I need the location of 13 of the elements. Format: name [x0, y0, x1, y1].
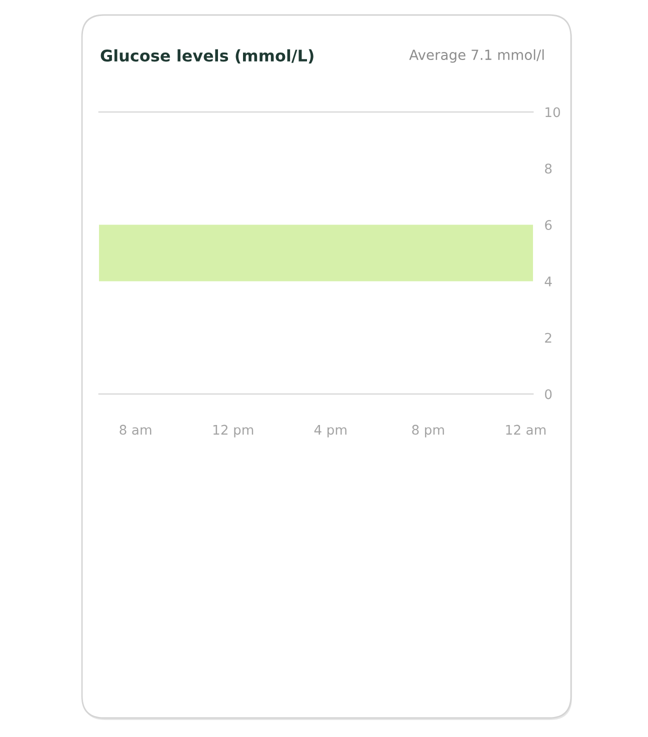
x-tick-label: 12 pm: [213, 424, 254, 438]
y-tick-label: 2: [545, 332, 552, 343]
y-tick-label: 6: [545, 220, 552, 230]
y-tick-label: 4: [544, 276, 552, 286]
y-tick-label: 10: [546, 107, 560, 118]
x-tick-label: 4 pm: [314, 424, 346, 438]
x-tick-label: 8 pm: [412, 424, 444, 438]
chart-title: Glucose levels (mmol/L): [100, 49, 314, 64]
y-tick-label: 0: [544, 389, 552, 400]
y-tick-label: 8: [545, 164, 552, 174]
x-tick-label: 8 am: [120, 424, 152, 435]
x-tick-label: 12 am: [506, 424, 546, 435]
chart-subtitle: Average 7.1 mmol/l: [409, 49, 544, 63]
